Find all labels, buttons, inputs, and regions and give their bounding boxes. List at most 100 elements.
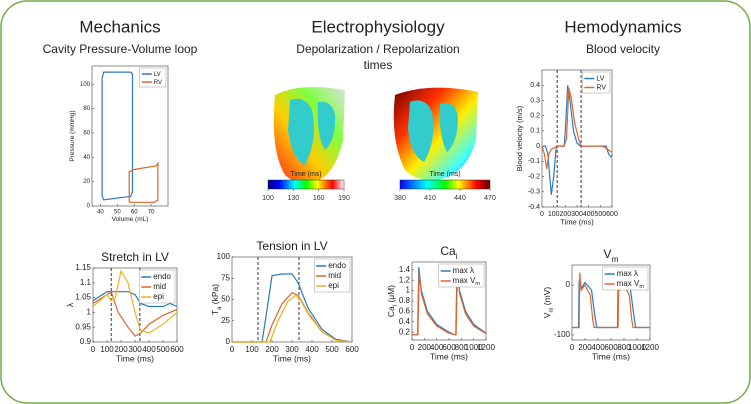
y-tick-label: 1: [87, 308, 92, 317]
y-tick-label: 0.1: [530, 128, 540, 135]
legend-label: RV: [596, 84, 606, 91]
x-tick-label: 0: [540, 211, 544, 218]
legend-label-part: m: [475, 281, 480, 287]
legend-label: mid: [328, 271, 341, 280]
chart-title-part: m: [612, 254, 619, 264]
y-tick-label: 25: [221, 316, 230, 325]
y-tick-label: 50: [221, 295, 230, 304]
legend-label: max Vm: [453, 276, 481, 287]
x-tick-label: 500: [325, 345, 339, 354]
y-axis-label: Pressure (mmHg): [69, 110, 76, 161]
chart-title-part: i: [456, 251, 458, 261]
x-tick-label: 70: [148, 210, 155, 216]
x-tick-label: 800: [617, 343, 631, 352]
legend-label: endo: [328, 261, 346, 270]
legend-label-part: RV: [596, 84, 606, 91]
series-line: [92, 291, 178, 308]
x-tick-label: 400: [591, 343, 605, 352]
legend: LV RV: [139, 67, 167, 88]
y-axis-label-part: i: [393, 305, 399, 306]
x-tick-label: 500: [594, 211, 606, 218]
x-axis-label-part: Time (ms): [273, 354, 311, 364]
legend-label-part: RV: [154, 80, 162, 86]
x-axis-label: Volume (mL): [112, 216, 149, 223]
y-tick-label: 75: [221, 273, 230, 282]
series-line: [541, 88, 613, 169]
y-axis-label-part: Ca: [386, 306, 396, 317]
colorbar-tick-label: 190: [338, 195, 350, 202]
legend-label-part: endo: [153, 272, 171, 281]
y-axis-label: Vm (mV): [542, 287, 554, 319]
x-tick-label: 500: [156, 345, 170, 354]
x-tick-label: 0: [91, 345, 96, 354]
section-subtitle: Blood velocity: [586, 42, 660, 56]
x-tick-label: 200: [559, 211, 571, 218]
y-tick-label: 1: [406, 286, 411, 295]
x-tick-label: 200: [418, 343, 432, 352]
y-axis-label-part: (kPa): [210, 284, 220, 307]
legend-label-part: endo: [328, 261, 346, 270]
x-axis-label: Time (ms): [560, 217, 594, 226]
x-tick-label: 300: [128, 345, 142, 354]
x-tick-label: 100: [548, 211, 560, 218]
x-tick-label: 0: [570, 343, 575, 352]
heart-depolarization: [273, 86, 345, 184]
legend-label: epi: [153, 292, 164, 301]
y-axis-label-part: (mV): [542, 287, 552, 308]
y-tick-label: -0.1: [528, 158, 540, 165]
x-tick-label: 600: [606, 211, 618, 218]
chart-title: Cai: [440, 244, 457, 261]
y-tick-label: -100: [554, 330, 571, 339]
section-subtitle: times: [364, 58, 393, 72]
x-tick-label: 200: [578, 343, 592, 352]
colorbar-label: Time (ms): [429, 171, 460, 178]
legend-label-part: epi: [328, 281, 339, 290]
section-subtitle: Cavity Pressure-Volume loop: [43, 42, 198, 56]
legend-label-part: m: [639, 284, 644, 290]
y-tick-label: 0.9: [80, 337, 92, 346]
x-axis-label: Time (ms): [116, 354, 154, 364]
colorbar-tick-label: 470: [484, 195, 496, 202]
colorbar: [399, 179, 491, 190]
chart-title: Vm: [604, 247, 619, 264]
y-tick-label: 1.1: [80, 278, 92, 287]
colorbar-label: Time (ms): [290, 171, 321, 178]
series-line: [92, 290, 178, 337]
colorbar-tick-label: 440: [454, 195, 466, 202]
y-tick-label: 0.6: [399, 307, 411, 316]
legend-label: LV: [154, 72, 161, 78]
series-line: [412, 272, 487, 336]
chart-title: Stretch in LV: [101, 250, 169, 264]
colorbar-tick-label: 130: [287, 195, 299, 202]
x-tick-label: 100: [245, 345, 259, 354]
y-axis-label-part: Pressure (mmHg): [69, 110, 76, 161]
series-line: [232, 273, 353, 343]
colorbar-tick-label: 410: [424, 195, 436, 202]
x-tick-label: 100: [100, 345, 114, 354]
legend-label-part: epi: [153, 292, 164, 301]
legend-label: endo: [153, 272, 171, 281]
x-axis-label-part: Time (ms): [592, 352, 630, 362]
y-tick-label: 1.2: [399, 275, 411, 284]
legend-label: max λ: [453, 266, 474, 275]
y-axis-label-part: a: [217, 306, 223, 310]
y-tick-label: 0.8: [399, 296, 411, 305]
legend-label: mid: [153, 282, 166, 291]
colorbar-tick-label: 100: [262, 195, 274, 202]
y-tick-label: 0.95: [75, 322, 91, 331]
x-tick-label: 40: [97, 210, 104, 216]
x-axis-label-part: Time (ms): [560, 217, 594, 226]
chart-title-part: Stretch in LV: [101, 250, 169, 264]
series-line: [542, 85, 613, 195]
x-tick-label: 50: [114, 210, 121, 216]
legend-label-part: mid: [153, 282, 166, 291]
y-axis-label: Blood velocity (m/s): [515, 105, 524, 171]
y-tick-label: 100: [80, 82, 91, 88]
chart-title: Tension in LV: [256, 239, 327, 253]
y-axis-label: λ: [65, 302, 75, 307]
y-tick-label: -0.4: [528, 204, 540, 211]
